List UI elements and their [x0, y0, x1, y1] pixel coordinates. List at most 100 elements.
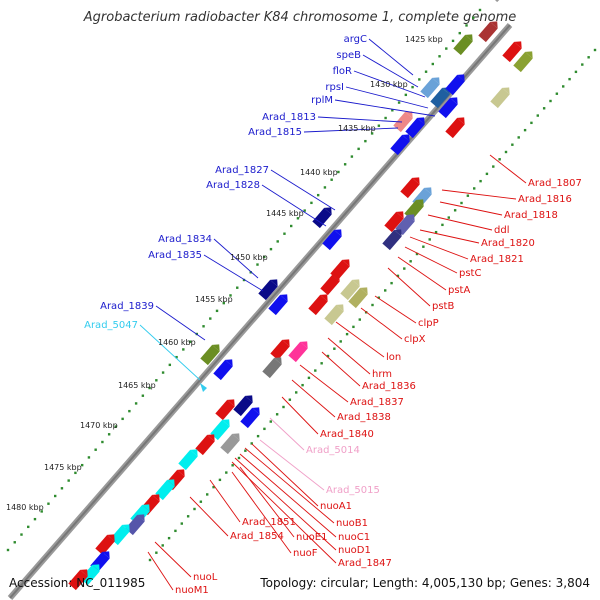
scale-tick	[479, 179, 482, 183]
gene-label[interactable]: clpX	[404, 334, 426, 345]
gene-feature[interactable]	[68, 566, 91, 591]
gene-label[interactable]: Arad_5047	[84, 320, 138, 331]
gene-feature[interactable]	[324, 301, 347, 326]
gene-feature-small[interactable]	[200, 383, 207, 392]
leader-line	[387, 267, 431, 307]
scale-tick	[307, 376, 311, 380]
gene-feature[interactable]	[320, 271, 343, 296]
gene-label[interactable]: rpsI	[325, 82, 344, 93]
gene-label[interactable]: pstC	[459, 268, 481, 279]
gene-feature[interactable]	[258, 276, 281, 301]
gene-feature[interactable]	[312, 204, 335, 229]
gene-label[interactable]: Arad_1835	[148, 250, 202, 261]
gene-label[interactable]: nuoF	[293, 548, 318, 559]
gene-label[interactable]: Arad_1821	[470, 254, 524, 265]
gene-label[interactable]: nuoM1	[175, 585, 209, 596]
gene-feature[interactable]	[125, 511, 148, 536]
gene-label[interactable]: Arad_1854	[230, 531, 284, 542]
gene-label[interactable]: pstB	[432, 301, 454, 312]
gene-label[interactable]: Arad_1847	[338, 558, 392, 569]
gene-feature[interactable]	[405, 114, 428, 139]
gene-label[interactable]: Arad_1820	[481, 238, 535, 249]
scale-tick	[27, 525, 30, 529]
gene-feature[interactable]	[215, 396, 238, 421]
gene-feature[interactable]	[420, 74, 443, 99]
gene-feature[interactable]	[95, 531, 118, 556]
leader-line	[374, 295, 417, 324]
gene-label[interactable]: clpP	[418, 318, 439, 329]
gene-feature[interactable]	[340, 276, 363, 301]
gene-label[interactable]: Arad_1836	[362, 381, 416, 392]
gene-label[interactable]: nuoA1	[320, 501, 352, 512]
leader-line	[154, 541, 192, 578]
gene-feature[interactable]	[453, 31, 476, 56]
gene-label[interactable]: lon	[386, 352, 401, 363]
scale-tick	[290, 224, 293, 228]
gene-label[interactable]: Arad_1834	[158, 234, 212, 245]
gene-label[interactable]: argC	[344, 34, 367, 45]
gene-feature[interactable]	[445, 71, 468, 96]
gene-label[interactable]: Arad_1828	[206, 180, 260, 191]
gene-feature[interactable]	[390, 131, 413, 156]
gene-feature[interactable]	[400, 174, 423, 199]
gene-feature[interactable]	[220, 430, 243, 455]
gene-feature[interactable]	[322, 226, 345, 251]
gene-label[interactable]: Arad_5014	[306, 445, 360, 456]
gene-feature[interactable]	[262, 354, 285, 379]
scale-tick	[175, 355, 178, 359]
gene-label[interactable]: Arad_1840	[320, 429, 374, 440]
gene-feature[interactable]	[178, 446, 201, 471]
scale-tick	[472, 16, 475, 19]
gene-feature[interactable]	[513, 48, 536, 73]
gene-feature[interactable]	[478, 18, 501, 43]
gene-feature[interactable]	[233, 392, 256, 417]
gene-feature[interactable]	[240, 404, 263, 429]
gene-feature[interactable]	[502, 38, 525, 63]
gene-label[interactable]: nuoD1	[338, 545, 371, 556]
gene-feature[interactable]	[438, 94, 461, 119]
gene-label[interactable]: nuoB1	[336, 518, 368, 529]
gene-feature[interactable]	[155, 476, 178, 501]
scale-tick	[295, 391, 298, 394]
gene-feature[interactable]	[382, 226, 405, 251]
gene-label[interactable]: nuoE1	[296, 532, 327, 543]
gene-feature[interactable]	[384, 208, 407, 233]
gene-label[interactable]: Arad_1827	[215, 165, 269, 176]
gene-label[interactable]: Arad_1816	[518, 194, 572, 205]
gene-feature[interactable]	[80, 561, 103, 586]
gene-label[interactable]: hrm	[372, 369, 392, 380]
gene-label[interactable]: ddl	[494, 225, 509, 236]
gene-feature[interactable]	[348, 284, 371, 309]
gene-feature[interactable]	[200, 341, 223, 366]
gene-feature[interactable]	[393, 108, 416, 133]
gene-feature[interactable]	[490, 84, 513, 109]
gene-label[interactable]: Arad_1818	[504, 210, 558, 221]
gene-label[interactable]: Arad_1813	[262, 112, 316, 123]
leader-line	[317, 116, 403, 123]
gene-feature[interactable]	[288, 338, 311, 363]
gene-label[interactable]: pstA	[448, 285, 470, 296]
gene-label[interactable]: Arad_1839	[100, 301, 154, 312]
gene-label[interactable]: Arad_1837	[350, 397, 404, 408]
gene-label[interactable]: Arad_1807	[528, 178, 582, 189]
leader-line	[335, 321, 385, 358]
gene-feature[interactable]	[110, 521, 133, 546]
gene-label[interactable]: Arad_1815	[248, 127, 302, 138]
gene-feature[interactable]	[195, 431, 218, 456]
gene-label[interactable]: Arad_5015	[326, 485, 380, 496]
gene-label[interactable]: nuoL	[193, 572, 218, 583]
gene-feature[interactable]	[308, 291, 331, 316]
gene-feature[interactable]	[445, 114, 468, 139]
gene-feature[interactable]	[210, 416, 233, 441]
gene-label[interactable]: Arad_1838	[337, 412, 391, 423]
gene-label[interactable]: Arad_1851	[242, 517, 296, 528]
gene-label[interactable]: speB	[336, 50, 361, 61]
gene-feature[interactable]	[268, 291, 291, 316]
gene-label[interactable]: floR	[333, 66, 352, 77]
gene-label[interactable]: nuoC1	[338, 532, 370, 543]
gene-feature[interactable]	[213, 356, 236, 381]
gene-feature[interactable]	[270, 336, 293, 361]
scale-tick	[186, 515, 190, 518]
gene-label[interactable]: rplM	[311, 95, 333, 106]
